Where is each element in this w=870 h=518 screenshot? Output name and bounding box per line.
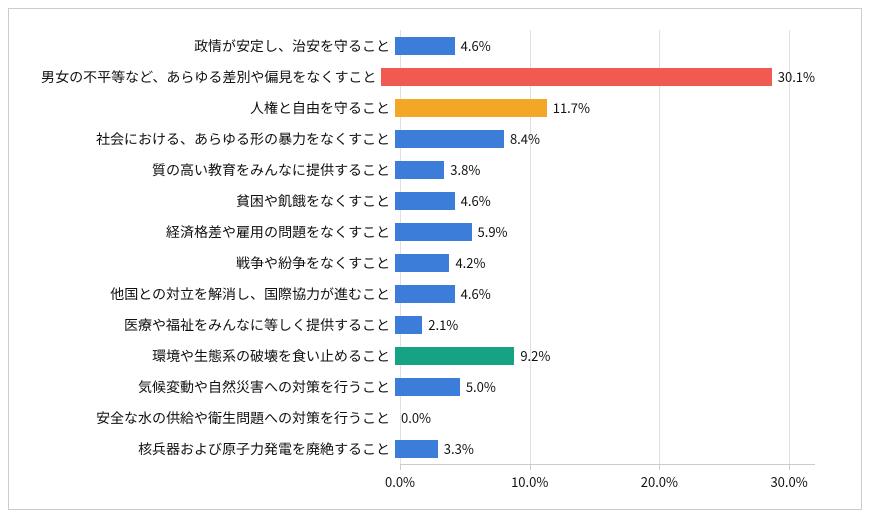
bar: [395, 192, 455, 210]
bar-row: 気候変動や自然災害への対策を行うこと 5.0%: [5, 371, 815, 402]
bar-value-label: 4.6%: [461, 284, 491, 303]
bar-row: 戦争や紛争をなくすこと 4.2%: [5, 247, 815, 278]
row-label: 質の高い教育をみんなに提供すること: [5, 160, 395, 180]
x-tick-label: 30.0%: [770, 472, 807, 491]
bar-row: 医療や福祉をみんなに等しく提供すること 2.1%: [5, 309, 815, 340]
bar: [395, 347, 514, 365]
bar-row: 安全な水の供給や衛生問題への対策を行うこと 0.0%: [5, 402, 815, 433]
bar: [395, 440, 438, 458]
bar-track: 30.1%: [381, 61, 815, 92]
bar-value-label: 11.7%: [553, 98, 590, 117]
row-label: 環境や生態系の破壊を食い止めること: [5, 346, 395, 366]
bar-track: 11.7%: [395, 92, 810, 123]
bar-row: 人権と自由を守ること 11.7%: [5, 92, 815, 123]
bar-value-label: 3.3%: [444, 439, 474, 458]
bar: [395, 254, 449, 272]
x-tick: [530, 464, 531, 470]
bar-value-label: 4.6%: [461, 191, 491, 210]
bar-track: 4.6%: [395, 185, 810, 216]
bar-row: 他国との対立を解消し、国際協力が進むこと 4.6%: [5, 278, 815, 309]
bar: [395, 223, 472, 241]
bar-track: 0.0%: [395, 402, 810, 433]
bar-track: 4.6%: [395, 30, 810, 61]
row-label: 人権と自由を守ること: [5, 98, 395, 118]
x-tick-label: 20.0%: [641, 472, 678, 491]
row-label: 気候変動や自然災害への対策を行うこと: [5, 377, 395, 397]
bar-track: 9.2%: [395, 340, 810, 371]
row-label: 男女の不平等など、あらゆる差別や偏見をなくすこと: [5, 67, 381, 87]
row-label: 政情が安定し、治安を守ること: [5, 36, 395, 56]
row-label: 貧困や飢餓をなくすこと: [5, 191, 395, 211]
bar-row: 貧困や飢餓をなくすこと 4.6%: [5, 185, 815, 216]
row-label: 核兵器および原子力発電を廃絶すること: [5, 439, 395, 459]
bar-row: 核兵器および原子力発電を廃絶すること 3.3%: [5, 433, 815, 464]
bar-track: 2.1%: [395, 309, 810, 340]
x-tick: [789, 464, 790, 470]
bar-value-label: 0.0%: [401, 408, 431, 427]
bar: [395, 316, 422, 334]
bar-track: 5.9%: [395, 216, 810, 247]
bar-value-label: 5.0%: [466, 377, 496, 396]
bar-row: 経済格差や雇用の問題をなくすこと 5.9%: [5, 216, 815, 247]
bar-value-label: 2.1%: [428, 315, 458, 334]
bar-row: 社会における、あらゆる形の暴力をなくすこと 8.4%: [5, 123, 815, 154]
bar-value-label: 30.1%: [778, 67, 815, 86]
row-label: 他国との対立を解消し、国際協力が進むこと: [5, 284, 395, 304]
x-tick: [659, 464, 660, 470]
x-tick-label: 10.0%: [511, 472, 548, 491]
bar: [395, 99, 547, 117]
survey-bar-chart: 政情が安定し、治安を守ること 4.6% 男女の不平等など、あらゆる差別や偏見をなくす…: [0, 0, 870, 518]
plot-area: 政情が安定し、治安を守ること4.6%男女の不平等など、あらゆる差別や偏見をなくす…: [400, 30, 815, 464]
x-axis: 0.0%10.0%20.0%30.0%: [400, 464, 815, 504]
row-label: 社会における、あらゆる形の暴力をなくすこと: [5, 129, 395, 149]
bar-value-label: 5.9%: [478, 222, 508, 241]
bar: [395, 161, 444, 179]
x-tick-label: 0.0%: [385, 472, 415, 491]
row-label: 戦争や紛争をなくすこと: [5, 253, 395, 273]
bar-track: 3.8%: [395, 154, 810, 185]
bar: [395, 130, 504, 148]
bar-value-label: 8.4%: [510, 129, 540, 148]
bar: [381, 68, 771, 86]
bar-row: 環境や生態系の破壊を食い止めること 9.2%: [5, 340, 815, 371]
bar-value-label: 4.6%: [461, 36, 491, 55]
bar: [395, 285, 455, 303]
row-label: 医療や福祉をみんなに等しく提供すること: [5, 315, 395, 335]
bar-track: 3.3%: [395, 433, 810, 464]
bar-row: 政情が安定し、治安を守ること 4.6%: [5, 30, 815, 61]
bar-row: 質の高い教育をみんなに提供すること 3.8%: [5, 154, 815, 185]
bar-track: 5.0%: [395, 371, 810, 402]
bar-value-label: 9.2%: [520, 346, 550, 365]
bar: [395, 378, 460, 396]
row-label: 安全な水の供給や衛生問題への対策を行うこと: [5, 408, 395, 428]
x-tick: [400, 464, 401, 470]
bar-value-label: 3.8%: [450, 160, 480, 179]
x-axis-line: [400, 464, 815, 465]
bar-track: 4.2%: [395, 247, 810, 278]
bar: [395, 37, 455, 55]
bar-track: 8.4%: [395, 123, 810, 154]
row-label: 経済格差や雇用の問題をなくすこと: [5, 222, 395, 242]
bar-track: 4.6%: [395, 278, 810, 309]
bar-value-label: 4.2%: [455, 253, 485, 272]
bar-row: 男女の不平等など、あらゆる差別や偏見をなくすこと 30.1%: [5, 61, 815, 92]
